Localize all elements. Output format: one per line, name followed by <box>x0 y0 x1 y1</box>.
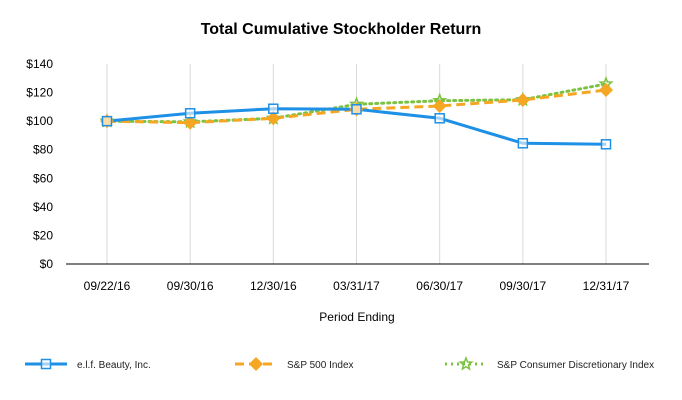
chart-title: Total Cumulative Stockholder Return <box>201 21 482 38</box>
y-tick-label: $0 <box>40 257 54 271</box>
legend-marker <box>458 355 474 371</box>
y-tick-label: $60 <box>33 171 53 185</box>
data-point <box>101 115 113 127</box>
y-tick-label: $140 <box>26 57 53 71</box>
x-tick-label: 12/31/17 <box>583 279 630 293</box>
x-tick-label: 12/30/16 <box>250 279 297 293</box>
data-point <box>599 83 613 97</box>
data-point <box>184 108 196 119</box>
x-tick-label: 09/30/17 <box>499 279 546 293</box>
x-axis-label: Period Ending <box>319 310 394 324</box>
x-tick-label: 03/31/17 <box>333 279 380 293</box>
legend-label: e.l.f. Beauty, Inc. <box>77 360 151 371</box>
data-point <box>432 99 447 113</box>
data-point <box>268 103 279 114</box>
data-point <box>351 104 362 115</box>
data-point <box>183 115 198 130</box>
data-point <box>434 113 445 124</box>
legend-label: S&P 500 Index <box>287 360 354 371</box>
y-tick-label: $40 <box>33 200 53 214</box>
legend-marker <box>40 358 52 370</box>
y-tick-label: $120 <box>26 86 53 100</box>
y-tick-label: $20 <box>33 228 53 242</box>
x-tick-label: 06/30/17 <box>416 279 463 293</box>
legend-marker <box>249 357 263 371</box>
data-point <box>600 139 612 150</box>
legend-label: S&P Consumer Discretionary Index <box>497 360 654 371</box>
x-tick-label: 09/22/16 <box>84 279 131 293</box>
y-tick-label: $100 <box>26 114 53 128</box>
y-tick-label: $80 <box>33 143 53 157</box>
x-tick-label: 09/30/16 <box>167 279 214 293</box>
data-point <box>515 93 530 107</box>
data-point <box>266 111 281 126</box>
data-point <box>517 138 529 149</box>
